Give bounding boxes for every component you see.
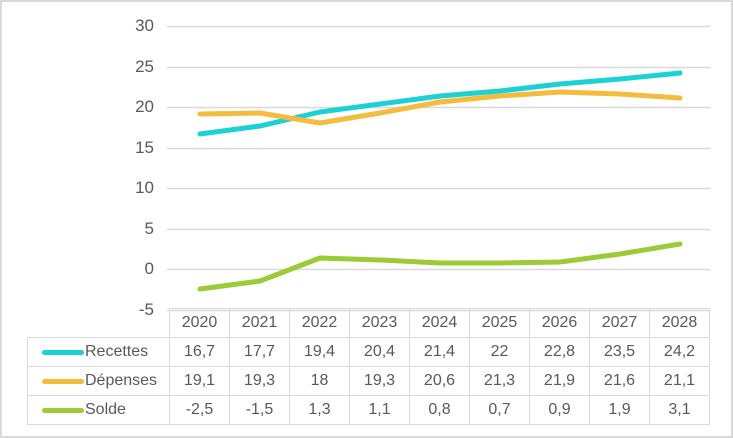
legend-label: Dépenses bbox=[85, 372, 158, 389]
value-cell: 21,4 bbox=[409, 337, 470, 367]
value-cell: 18 bbox=[289, 366, 350, 396]
legend-line-swatch-solde bbox=[42, 407, 84, 413]
value-cell: 20,6 bbox=[409, 366, 470, 396]
value-cell: 23,5 bbox=[589, 337, 650, 367]
year-header-cell: 2021 bbox=[229, 308, 290, 338]
legend-label: Solde bbox=[85, 401, 126, 418]
year-header-cell: 2026 bbox=[529, 308, 590, 338]
value-cell: 21,1 bbox=[649, 366, 710, 396]
y-axis-tick-label: 0 bbox=[144, 259, 154, 278]
y-axis-tick-label: -5 bbox=[138, 300, 154, 319]
year-header-cell: 2022 bbox=[289, 308, 350, 338]
value-cell: 19,3 bbox=[349, 366, 410, 396]
value-cell: 1,1 bbox=[349, 395, 410, 425]
year-header-cell: 2025 bbox=[469, 308, 530, 338]
value-cell: 17,7 bbox=[229, 337, 290, 367]
data-table: 2020 2021 2022 2023 2024 2025 2026 2027 2028 Rece… bbox=[27, 308, 710, 425]
value-cell: 1,3 bbox=[289, 395, 350, 425]
legend-cell-solde: Solde bbox=[27, 395, 170, 425]
table-header-row: 2020 2021 2022 2023 2024 2025 2026 2027 2028 bbox=[28, 308, 710, 338]
y-axis-tick-label: 20 bbox=[135, 97, 154, 116]
series-line-depenses bbox=[197, 89, 683, 126]
y-axis-tick-label: 10 bbox=[135, 178, 154, 197]
value-cell: 0,9 bbox=[529, 395, 590, 425]
series-line-solde bbox=[197, 241, 683, 292]
legend-cell-depenses: Dépenses bbox=[27, 366, 170, 396]
legend-line-swatch-recettes bbox=[42, 349, 84, 355]
value-cell: 3,1 bbox=[649, 395, 710, 425]
value-cell: 19,4 bbox=[289, 337, 350, 367]
y-axis-tick-label: 5 bbox=[144, 219, 154, 238]
value-cell: 21,6 bbox=[589, 366, 650, 396]
legend-line-swatch-depenses bbox=[42, 378, 84, 384]
value-cell: 1,9 bbox=[589, 395, 650, 425]
value-cell: 21,9 bbox=[529, 366, 590, 396]
table-row-depenses: Dépenses 19,1 19,3 18 19,3 20,6 21,3 21,9 21,6 21… bbox=[27, 366, 710, 396]
year-header-cell: 2028 bbox=[649, 308, 710, 338]
year-header-cell: 2020 bbox=[169, 308, 230, 338]
value-cell: 0,8 bbox=[409, 395, 470, 425]
value-cell: 19,3 bbox=[229, 366, 290, 396]
table-row-recettes: Recettes 16,7 17,7 19,4 20,4 21,4 22 22,8 23,5 24… bbox=[27, 337, 710, 367]
y-axis-tick-label: 30 bbox=[135, 16, 154, 35]
y-axis-tick-label: 25 bbox=[135, 57, 154, 76]
value-cell: 22,8 bbox=[529, 337, 590, 367]
year-header-cell: 2024 bbox=[409, 308, 470, 338]
year-header-cell: 2023 bbox=[349, 308, 410, 338]
year-header-cell: 2027 bbox=[589, 308, 650, 338]
y-axis-tick-label: 15 bbox=[135, 138, 154, 157]
value-cell: 0,7 bbox=[469, 395, 530, 425]
value-cell: 22 bbox=[469, 337, 530, 367]
value-cell: -2,5 bbox=[169, 395, 230, 425]
value-cell: 20,4 bbox=[349, 337, 410, 367]
value-cell: 19,1 bbox=[169, 366, 230, 396]
value-cell: 16,7 bbox=[169, 337, 230, 367]
legend-cell-recettes: Recettes bbox=[27, 337, 170, 367]
table-blank-corner bbox=[28, 309, 170, 338]
table-row-solde: Solde -2,5 -1,5 1,3 1,1 0,8 0,7 0,9 1,9 3,1 bbox=[27, 395, 710, 425]
value-cell: -1,5 bbox=[229, 395, 290, 425]
legend-label: Recettes bbox=[85, 343, 149, 360]
series-line-recettes bbox=[197, 70, 683, 137]
value-cell: 24,2 bbox=[649, 337, 710, 367]
value-cell: 21,3 bbox=[469, 366, 530, 396]
